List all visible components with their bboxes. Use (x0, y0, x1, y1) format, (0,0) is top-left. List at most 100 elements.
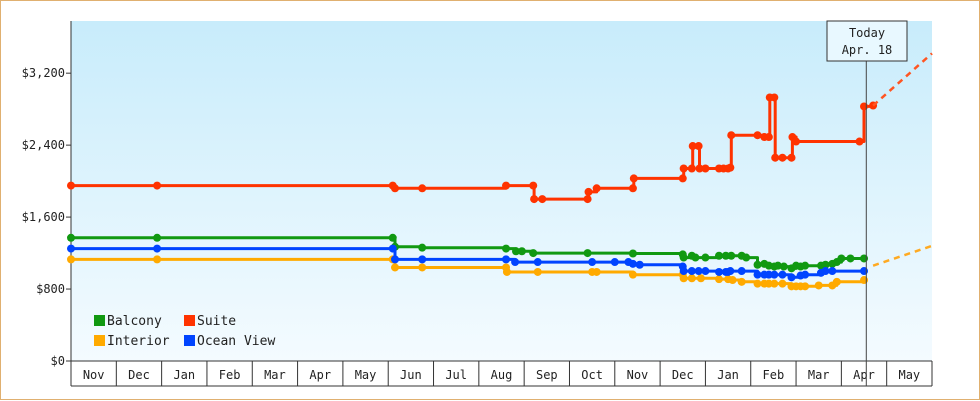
legend-swatch (184, 315, 195, 326)
legend-swatch (94, 315, 105, 326)
x-month-label: Mar (264, 368, 286, 382)
x-month-label: Jun (400, 368, 422, 382)
data-point (635, 260, 644, 269)
plot-background (71, 21, 932, 361)
data-point (770, 93, 779, 102)
data-point (778, 153, 787, 162)
x-month-label: Apr (309, 368, 331, 382)
data-point (726, 163, 735, 172)
data-point (694, 267, 703, 276)
x-month-label: May (355, 368, 377, 382)
data-point (860, 254, 869, 263)
data-point (801, 282, 810, 291)
data-point (583, 195, 592, 204)
data-point (538, 195, 547, 204)
forecast-line (872, 52, 933, 107)
x-month-label: Mar (808, 368, 830, 382)
data-point (773, 261, 782, 270)
data-point (728, 276, 737, 285)
data-point (583, 249, 592, 258)
data-point (787, 153, 796, 162)
data-point (502, 255, 511, 264)
data-point (628, 184, 637, 193)
x-month-label: Dec (672, 368, 694, 382)
data-point (771, 153, 780, 162)
data-point (418, 255, 427, 264)
x-month-label: Jan (717, 368, 739, 382)
y-axis: $0 $800 $1,600 $2,400 $3,200 (22, 21, 72, 368)
data-point (832, 277, 841, 286)
data-point (715, 251, 724, 260)
data-point (753, 260, 762, 269)
data-point (418, 243, 427, 252)
data-point (153, 233, 162, 242)
data-point (814, 281, 823, 290)
x-month-label: Sep (536, 368, 558, 382)
data-point (391, 263, 400, 272)
data-point (588, 258, 597, 267)
legend: Balcony Suite Interior Ocean View (94, 314, 275, 349)
data-point (628, 259, 637, 268)
data-point (764, 133, 773, 142)
data-point (610, 258, 619, 267)
data-point (837, 254, 846, 263)
data-point (533, 267, 542, 276)
data-point (511, 258, 520, 267)
x-month-label: Aug (491, 368, 513, 382)
data-point (67, 233, 75, 242)
data-point (778, 279, 787, 288)
data-point (512, 247, 521, 256)
today-label-line1: Today (849, 26, 885, 40)
data-point (517, 247, 526, 256)
data-point (679, 267, 688, 276)
x-month-label: Feb (219, 368, 241, 382)
today-label-line2: Apr. 18 (842, 43, 893, 57)
data-point (753, 279, 762, 288)
data-point (67, 244, 75, 253)
legend-label: Ocean View (197, 334, 275, 349)
data-point (529, 249, 538, 258)
x-month-label: Apr (853, 368, 875, 382)
data-point (726, 267, 735, 276)
data-point (737, 277, 746, 286)
data-point (502, 267, 511, 276)
data-point (502, 181, 511, 190)
data-point (388, 233, 397, 242)
data-point (153, 255, 162, 264)
series-interior (67, 255, 869, 291)
data-point (855, 137, 864, 146)
data-point (821, 260, 830, 269)
x-month-label: Jul (445, 368, 467, 382)
data-point (687, 164, 696, 173)
data-point (530, 195, 539, 204)
data-point (696, 274, 705, 283)
data-point (529, 181, 538, 190)
data-point (715, 275, 724, 284)
x-month-label: May (898, 368, 920, 382)
data-point (701, 253, 710, 262)
data-point (502, 244, 511, 253)
x-month-label: Jan (173, 368, 195, 382)
data-point (701, 267, 710, 276)
data-point (801, 261, 810, 270)
data-point (695, 164, 704, 173)
y-tick-label: $0 (51, 354, 65, 368)
data-point (715, 267, 724, 276)
data-point (753, 270, 762, 279)
data-point (691, 253, 700, 262)
data-point (687, 274, 696, 283)
data-point (770, 279, 779, 288)
legend-label: Interior (107, 334, 170, 349)
data-point (779, 262, 788, 271)
data-point (778, 270, 787, 279)
data-point (592, 184, 601, 193)
x-month-label: Oct (581, 368, 603, 382)
data-point (628, 270, 637, 279)
data-point (153, 244, 162, 253)
legend-label: Suite (197, 314, 236, 329)
series-lines (67, 93, 878, 291)
data-point (628, 249, 637, 258)
data-point (828, 267, 837, 276)
